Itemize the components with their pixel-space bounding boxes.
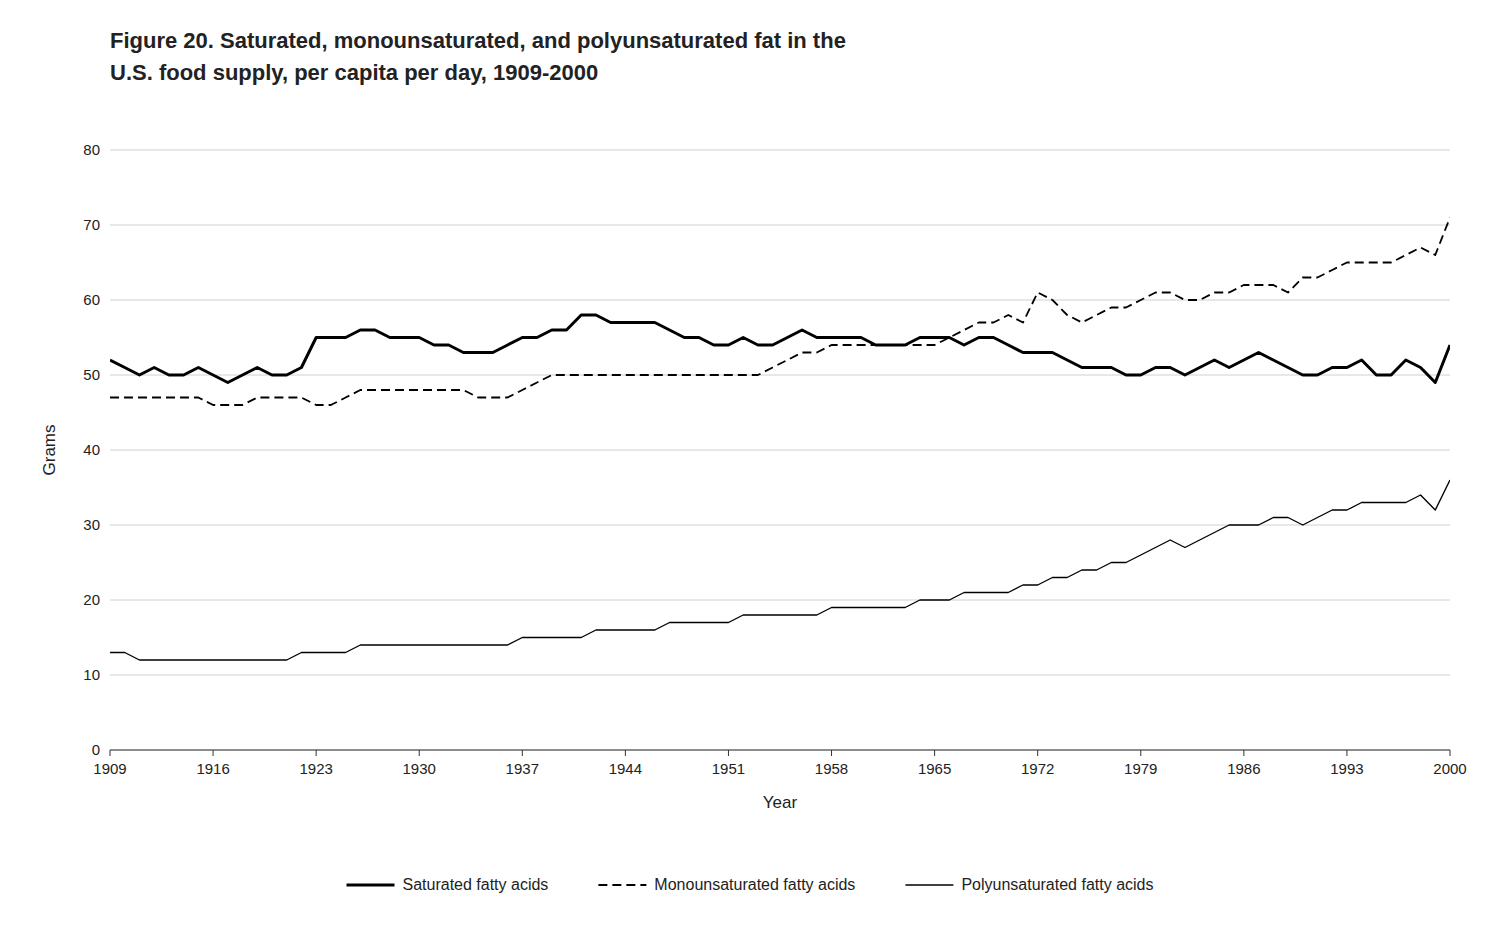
subtitle: U.S. food supply, per capita per day, 19… <box>110 60 598 85</box>
x-tick-label: 1951 <box>712 760 745 777</box>
x-tick-label: 1909 <box>93 760 126 777</box>
x-tick-label: 1916 <box>196 760 229 777</box>
y-tick-label: 40 <box>83 441 100 458</box>
grid-line <box>110 225 1450 226</box>
y-axis-label: Grams <box>40 425 59 476</box>
grid-line <box>110 600 1450 601</box>
series-line <box>110 218 1450 406</box>
x-tick <box>213 750 214 756</box>
x-tick-label: 1930 <box>403 760 436 777</box>
x-tick <box>1037 750 1038 756</box>
y-tick-label: 30 <box>83 516 100 533</box>
x-tick-label: 1958 <box>815 760 848 777</box>
legend-label: Monounsaturated fatty acids <box>654 876 855 893</box>
x-tick-label: 2000 <box>1433 760 1466 777</box>
y-tick-label: 80 <box>83 141 100 158</box>
grid-line <box>110 300 1450 301</box>
y-tick-label: 10 <box>83 666 100 683</box>
x-tick-label: 1944 <box>609 760 642 777</box>
x-tick-label: 1937 <box>506 760 539 777</box>
grid-line <box>110 375 1450 376</box>
grid-line <box>110 150 1450 151</box>
y-tick-label: 60 <box>83 291 100 308</box>
x-axis-line <box>110 750 1450 751</box>
y-tick-label: 0 <box>92 741 100 758</box>
series-line <box>110 480 1450 660</box>
x-tick-label: 1965 <box>918 760 951 777</box>
series-group <box>110 218 1450 661</box>
legend-handle <box>347 884 395 887</box>
legend-handle <box>905 884 953 885</box>
x-tick <box>934 750 935 756</box>
y-tick-label: 50 <box>83 366 100 383</box>
legend-label: Polyunsaturated fatty acids <box>961 876 1153 893</box>
y-tick-label: 20 <box>83 591 100 608</box>
x-tick <box>831 750 832 756</box>
grid-line <box>110 450 1450 451</box>
legend-handle <box>598 884 646 886</box>
y-tick-label: 70 <box>83 216 100 233</box>
grid-line <box>110 675 1450 676</box>
x-tick-label: 1972 <box>1021 760 1054 777</box>
x-tick <box>419 750 420 756</box>
legend-label: Saturated fatty acids <box>403 876 549 893</box>
x-tick <box>728 750 729 756</box>
x-tick <box>1450 750 1451 756</box>
x-tick <box>522 750 523 756</box>
grid-line <box>110 750 1450 751</box>
series-line <box>110 315 1450 383</box>
x-tick-label: 1923 <box>299 760 332 777</box>
x-tick <box>1346 750 1347 756</box>
x-axis-label: Year <box>763 793 798 812</box>
title: Figure 20. Saturated, monounsaturated, a… <box>110 28 846 53</box>
grid <box>110 150 1450 750</box>
x-tick <box>1140 750 1141 756</box>
x-tick-label: 1979 <box>1124 760 1157 777</box>
x-tick <box>316 750 317 756</box>
x-tick <box>625 750 626 756</box>
x-tick <box>110 750 111 756</box>
chart: Figure 20. Saturated, monounsaturated, a… <box>0 0 1500 940</box>
legend: Saturated fatty acids Monounsaturated fat… <box>347 876 1154 893</box>
x-tick-label: 1993 <box>1330 760 1363 777</box>
x-tick <box>1243 750 1244 756</box>
x-tick-label: 1986 <box>1227 760 1260 777</box>
